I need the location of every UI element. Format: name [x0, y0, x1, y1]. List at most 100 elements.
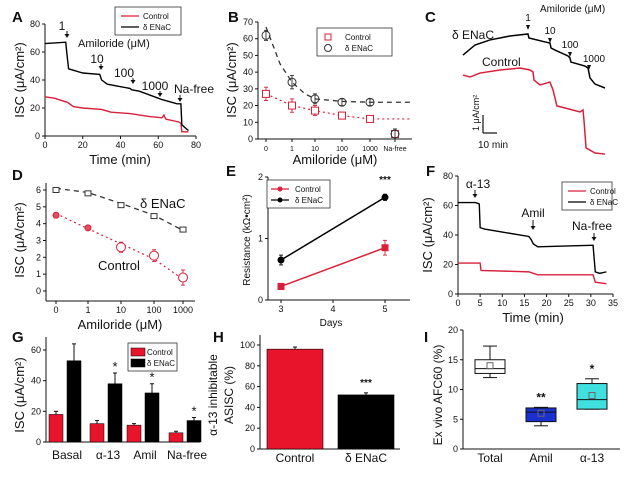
- y-tick-label: 20: [243, 101, 253, 111]
- trace-enac: [458, 201, 607, 275]
- panel-label: F: [426, 163, 435, 180]
- y-tick-label: 60: [31, 345, 41, 355]
- y-tick-label: 70: [243, 17, 253, 27]
- y-tick-label: 0: [36, 437, 41, 447]
- x-axis-label: Amiloride (μM): [78, 317, 163, 332]
- data-point-enac: [179, 226, 187, 233]
- y-tick-label: 100: [240, 340, 255, 350]
- x-tick-label: Amil: [529, 451, 552, 465]
- annotation: Amiloride (μM): [540, 4, 605, 15]
- y-tick-label: 20: [30, 103, 40, 113]
- legend-swatch: [130, 347, 146, 357]
- annotation: 1: [59, 19, 66, 33]
- legend-box: [266, 179, 331, 209]
- x-tick-label: 35: [608, 298, 618, 308]
- panel-label: I: [424, 329, 428, 346]
- x-tick-label: 80: [191, 140, 201, 150]
- x-tick-label: Amil: [133, 448, 156, 462]
- box: [525, 407, 557, 423]
- y-tick-label: 15: [448, 355, 458, 365]
- y-tick-label: 1: [258, 234, 263, 244]
- arrow-1000-head: [157, 93, 163, 97]
- scale-label: 1 μA/cm²: [471, 95, 481, 131]
- line-control: [280, 247, 386, 288]
- panel-label: A: [12, 9, 23, 26]
- y-axis-label: ISC (μA/cm²): [12, 202, 27, 277]
- y-tick-label: 0: [35, 131, 40, 141]
- y-tick-label: 80: [443, 171, 453, 181]
- legend-label: δ ENaC: [295, 196, 323, 205]
- annotation: Amiloride (μM): [78, 38, 150, 50]
- x-tick-label: 3: [278, 304, 283, 314]
- data-point-control: [311, 106, 319, 115]
- x-tick-label: 60: [153, 140, 163, 150]
- x-tick-label: 20: [78, 140, 88, 150]
- x-tick-label: 1: [290, 146, 294, 153]
- data-point-control: [52, 211, 60, 219]
- y-tick-label: 1: [36, 269, 41, 279]
- x-tick-label: 100: [146, 305, 161, 315]
- data-point-enac: [390, 129, 400, 139]
- y-axis-label: ISC (μA/cm²): [12, 357, 27, 432]
- bar-enac: [186, 420, 202, 443]
- data-point-enac: [381, 193, 389, 201]
- y-tick-label: 5: [36, 202, 41, 212]
- significance-marker: ***: [379, 175, 391, 186]
- arrow-a13-head: [472, 194, 478, 198]
- y-tick-label: 20: [443, 260, 453, 270]
- panel-label: G: [12, 329, 24, 346]
- data-point-control: [381, 244, 389, 252]
- data-point-enac: [150, 213, 158, 220]
- legend-label: Control: [143, 12, 169, 21]
- trace-enac: [44, 41, 189, 131]
- x-tick-label: 0: [264, 146, 268, 153]
- significance-marker: *: [191, 403, 196, 418]
- annotation: Na-free: [572, 219, 612, 233]
- data-point-control: [149, 250, 159, 261]
- y-axis-label: ISC (μA/cm²): [12, 42, 27, 117]
- y-tick-label: 0: [448, 289, 453, 299]
- legend-label: Control: [147, 348, 173, 357]
- annotation: 10: [90, 52, 104, 66]
- arrow-nafree-head: [591, 237, 597, 241]
- legend-label: Control: [590, 187, 616, 196]
- arrow-10-head: [98, 66, 104, 70]
- significance-marker: *: [112, 359, 117, 374]
- legend-label: δ ENaC: [590, 198, 618, 207]
- x-tick-label: Control: [276, 451, 315, 465]
- bar-enac: [107, 383, 123, 443]
- bar-enac: [144, 392, 160, 443]
- legend-marker: [324, 33, 332, 41]
- y-tick-label: 3: [36, 236, 41, 246]
- y-tick-label: 0: [453, 444, 458, 454]
- y-tick-label: 30: [243, 84, 253, 94]
- fit-enac: [265, 26, 412, 103]
- mean-marker: [486, 362, 494, 370]
- significance-marker: ***: [360, 378, 372, 389]
- mean-marker: [588, 391, 596, 399]
- y-axis-label: Ex vivo AFC60 (%): [431, 345, 445, 446]
- significance-marker: **: [536, 390, 546, 404]
- data-point-control: [84, 224, 92, 232]
- annotation: 100: [562, 40, 579, 51]
- data-point-control: [366, 114, 374, 123]
- annotation: Amil: [521, 206, 544, 220]
- x-tick-label: 5: [382, 304, 387, 314]
- x-tick-label: 1: [85, 305, 90, 315]
- bar-control: [266, 348, 324, 450]
- legend-box: [127, 342, 178, 372]
- y-tick-label: 5: [453, 414, 458, 424]
- data-point-control: [338, 111, 346, 120]
- panel-label: H: [213, 329, 224, 346]
- y-tick-label: 20: [245, 423, 255, 433]
- x-tick-label: 1000: [173, 305, 193, 315]
- x-tick-label: 15: [519, 298, 529, 308]
- y-tick-label: 0: [248, 134, 253, 144]
- data-point-control: [288, 101, 296, 110]
- box: [576, 383, 608, 410]
- y-tick-label: 40: [243, 67, 253, 77]
- arrow-100: [568, 52, 572, 57]
- x-tick-label: α-13: [580, 451, 605, 465]
- y-tick-label: 20: [31, 406, 41, 416]
